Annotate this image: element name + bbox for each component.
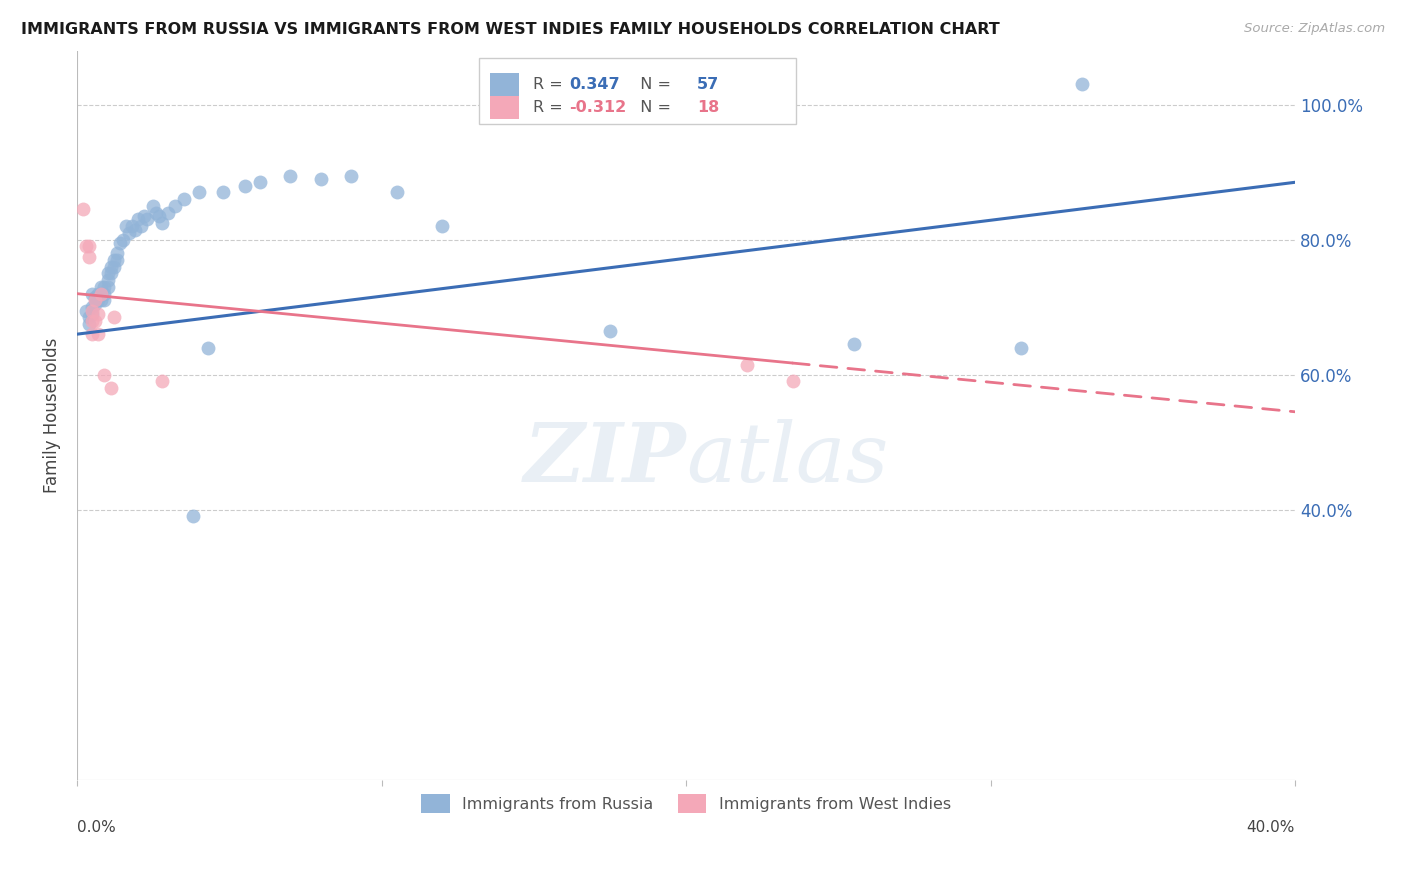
Point	[197, 341, 219, 355]
Point	[77, 250, 100, 264]
Point	[1070, 78, 1092, 92]
Point	[90, 293, 112, 308]
Point	[103, 310, 125, 325]
Point	[114, 219, 136, 234]
Point	[84, 313, 107, 327]
Point	[100, 260, 122, 274]
FancyBboxPatch shape	[489, 72, 519, 95]
Text: Source: ZipAtlas.com: Source: ZipAtlas.com	[1244, 22, 1385, 36]
Point	[93, 280, 115, 294]
Legend: Immigrants from Russia, Immigrants from West Indies: Immigrants from Russia, Immigrants from …	[415, 788, 957, 819]
Point	[129, 219, 152, 234]
Point	[87, 293, 110, 308]
Point	[77, 310, 100, 325]
Point	[75, 303, 97, 318]
Point	[84, 290, 107, 304]
Point	[157, 205, 180, 219]
FancyBboxPatch shape	[489, 95, 519, 119]
Point	[432, 219, 454, 234]
Point	[145, 205, 167, 219]
Point	[842, 337, 865, 351]
Point	[77, 239, 100, 253]
Point	[93, 286, 115, 301]
Point	[105, 246, 128, 260]
Text: 57: 57	[697, 77, 720, 92]
Text: atlas: atlas	[686, 419, 889, 499]
Point	[100, 381, 122, 395]
Point	[735, 358, 758, 372]
Point	[181, 509, 204, 524]
Point	[100, 267, 122, 281]
Point	[142, 199, 165, 213]
FancyBboxPatch shape	[479, 58, 796, 124]
Point	[385, 186, 408, 200]
Text: N =: N =	[630, 77, 676, 92]
Point	[187, 186, 209, 200]
Point	[96, 280, 118, 294]
Y-axis label: Family Households: Family Households	[44, 337, 60, 493]
Point	[150, 216, 173, 230]
Point	[87, 327, 110, 342]
Point	[105, 252, 128, 267]
Point	[82, 313, 104, 327]
Point	[599, 324, 621, 338]
Text: IMMIGRANTS FROM RUSSIA VS IMMIGRANTS FROM WEST INDIES FAMILY HOUSEHOLDS CORRELAT: IMMIGRANTS FROM RUSSIA VS IMMIGRANTS FRO…	[21, 22, 1000, 37]
Point	[82, 327, 104, 342]
Point	[340, 169, 363, 183]
Text: -0.312: -0.312	[569, 100, 627, 115]
Text: 0.0%: 0.0%	[77, 820, 115, 835]
Point	[136, 212, 159, 227]
Point	[121, 219, 143, 234]
Point	[782, 375, 804, 389]
Point	[82, 286, 104, 301]
Point	[127, 212, 149, 227]
Point	[96, 267, 118, 281]
Point	[148, 209, 170, 223]
Point	[103, 252, 125, 267]
Point	[87, 307, 110, 321]
Text: 40.0%: 40.0%	[1247, 820, 1295, 835]
Point	[93, 368, 115, 382]
Point	[90, 286, 112, 301]
Text: R =: R =	[533, 100, 568, 115]
Point	[93, 293, 115, 308]
Text: 0.347: 0.347	[569, 77, 620, 92]
Point	[103, 260, 125, 274]
Point	[82, 307, 104, 321]
Point	[1010, 341, 1032, 355]
Point	[87, 286, 110, 301]
Point	[163, 199, 186, 213]
Text: ZIP: ZIP	[523, 419, 686, 499]
Point	[173, 192, 195, 206]
Point	[90, 280, 112, 294]
Text: N =: N =	[630, 100, 676, 115]
Point	[96, 273, 118, 287]
Point	[77, 317, 100, 331]
Point	[132, 209, 155, 223]
Point	[90, 286, 112, 301]
Point	[82, 303, 104, 318]
Point	[233, 178, 256, 193]
Point	[108, 235, 131, 250]
Point	[212, 186, 235, 200]
Point	[84, 297, 107, 311]
Point	[84, 293, 107, 308]
Point	[111, 233, 134, 247]
Point	[309, 172, 332, 186]
Point	[82, 300, 104, 314]
Text: R =: R =	[533, 77, 568, 92]
Point	[150, 375, 173, 389]
Text: 18: 18	[697, 100, 720, 115]
Point	[118, 226, 141, 240]
Point	[72, 202, 94, 217]
Point	[124, 222, 146, 236]
Point	[249, 175, 271, 189]
Point	[75, 239, 97, 253]
Point	[278, 169, 301, 183]
